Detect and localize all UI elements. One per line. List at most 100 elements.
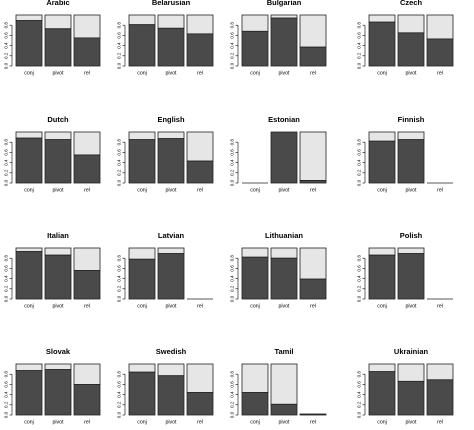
x-tick-label: rel (197, 188, 203, 194)
y-tick-label: 0.4 (117, 42, 122, 49)
panel-belarusian: Belarusian 0.0 0.2 0.4 0.6 0.8 conj pivot rel (117, 0, 214, 77)
y-tick-label: 0.0 (4, 62, 9, 69)
bar-lower-conj (128, 139, 156, 184)
bar-lower-conj (368, 371, 396, 416)
y-tick-label: 0.4 (4, 159, 9, 166)
y-tick-label: 0.0 (4, 179, 9, 186)
y-tick-label: 0.4 (4, 42, 9, 49)
y-tick-label: 0.4 (230, 275, 235, 282)
bar-upper-pivot (270, 363, 298, 405)
y-axis: 0.0 0.2 0.4 0.6 0.8 (4, 22, 13, 69)
y-tick-label: 0.2 (357, 401, 362, 408)
bar-upper-conj (128, 14, 156, 26)
y-tick-label: 0.4 (230, 42, 235, 49)
bar-upper-pivot (397, 131, 425, 141)
y-tick-label: 0.2 (4, 169, 9, 176)
x-tick-label: rel (84, 420, 90, 426)
y-tick-label: 0.6 (357, 149, 362, 156)
x-tick-label: conj (24, 420, 34, 426)
bar-lower-pivot (270, 17, 298, 67)
x-tick-label: rel (310, 304, 316, 310)
x-tick-label: pivot (53, 304, 65, 310)
y-tick-label: 0.6 (117, 265, 122, 272)
y-tick-label: 0.2 (357, 52, 362, 59)
y-tick-label: 0.6 (117, 381, 122, 388)
y-tick-label: 0.6 (4, 381, 9, 388)
bar-lower-rel (73, 154, 101, 184)
x-tick-label: conj (377, 420, 387, 426)
bar-upper-pivot (397, 14, 425, 34)
panel-title: Bulgarian (267, 0, 302, 7)
y-tick-label: 0.8 (4, 22, 9, 29)
y-tick-label: 0.4 (230, 159, 235, 166)
y-tick-label: 0.4 (230, 391, 235, 398)
bar-upper-rel (186, 14, 214, 35)
y-tick-label: 0.4 (4, 275, 9, 282)
panel-english: English 0.0 0.2 0.4 0.6 0.8 conj pivot rel (117, 115, 214, 194)
bar-upper-conj (15, 363, 43, 372)
y-axis: 0.0 0.2 0.4 0.6 0.8 (230, 255, 239, 302)
y-tick-label: 0.2 (357, 285, 362, 292)
panel-title: Lithuanian (265, 231, 303, 240)
y-tick-label: 0.8 (117, 255, 122, 262)
x-tick-label: conj (250, 420, 260, 426)
panel-tamil: Tamil 0.0 0.2 0.4 0.6 0.8 conj pivot rel (230, 347, 327, 426)
y-tick-label: 0.6 (230, 32, 235, 39)
bar-upper-conj (15, 14, 43, 22)
x-tick-label: pivot (406, 188, 418, 194)
bar-lower-pivot (157, 375, 185, 416)
bar-upper-conj (368, 363, 396, 373)
y-tick-label: 0.4 (357, 275, 362, 282)
bar-lower-rel (426, 379, 454, 416)
panel-czech: Czech 0.0 0.2 0.4 0.6 0.8 conj pivot rel (357, 0, 454, 77)
bar-lower-pivot (397, 32, 425, 67)
x-tick-label: conj (377, 304, 387, 310)
y-tick-label: 0.8 (4, 371, 9, 378)
x-tick-label: pivot (279, 71, 291, 77)
y-axis: 0.0 0.2 0.4 0.6 0.8 (117, 371, 126, 418)
x-tick-label: rel (197, 71, 203, 77)
y-axis: 0.0 0.2 0.4 0.6 0.8 (4, 371, 13, 418)
y-tick-label: 0.0 (230, 179, 235, 186)
x-tick-label: rel (437, 71, 443, 77)
bar-upper-conj (241, 14, 269, 32)
x-tick-label: rel (310, 188, 316, 194)
bar-upper-conj (368, 131, 396, 142)
y-tick-label: 0.2 (4, 52, 9, 59)
y-tick-label: 0.2 (4, 401, 9, 408)
bar-lower-rel (186, 392, 214, 416)
panel-title: Latvian (158, 231, 185, 240)
y-tick-label: 0.2 (4, 285, 9, 292)
bar-upper-pivot (397, 247, 425, 255)
x-tick-label: pivot (406, 304, 418, 310)
panel-polish: Polish 0.0 0.2 0.4 0.6 0.8 conj pivot rel (357, 231, 453, 310)
x-tick-label: conj (250, 304, 260, 310)
y-tick-label: 0.6 (4, 265, 9, 272)
bar-upper-rel (186, 131, 214, 162)
y-tick-label: 0.0 (117, 62, 122, 69)
bar-upper-rel (299, 247, 327, 280)
bar-upper-rel (426, 363, 454, 381)
x-tick-label: rel (84, 304, 90, 310)
x-tick-label: conj (137, 304, 147, 310)
x-tick-label: rel (197, 304, 203, 310)
panel-dutch: Dutch 0.0 0.2 0.4 0.6 0.8 conj pivot rel (4, 115, 101, 194)
y-tick-label: 0.4 (117, 275, 122, 282)
x-tick-label: rel (310, 420, 316, 426)
y-tick-label: 0.0 (230, 411, 235, 418)
bar-upper-rel (73, 14, 101, 39)
y-tick-label: 0.6 (117, 32, 122, 39)
x-tick-label: rel (437, 304, 443, 310)
y-tick-label: 0.0 (230, 295, 235, 302)
y-tick-label: 0.4 (357, 391, 362, 398)
bar-lower-conj (241, 256, 269, 300)
x-tick-label: conj (250, 71, 260, 77)
bar-upper-conj (241, 247, 269, 258)
bar-upper-rel (186, 363, 214, 393)
x-tick-label: rel (197, 420, 203, 426)
x-tick-label: pivot (279, 188, 291, 194)
panel-lithuanian: Lithuanian 0.0 0.2 0.4 0.6 0.8 conj pivot rel (230, 231, 327, 310)
bar-upper-conj (15, 247, 43, 252)
bar-lower-pivot (44, 369, 72, 416)
